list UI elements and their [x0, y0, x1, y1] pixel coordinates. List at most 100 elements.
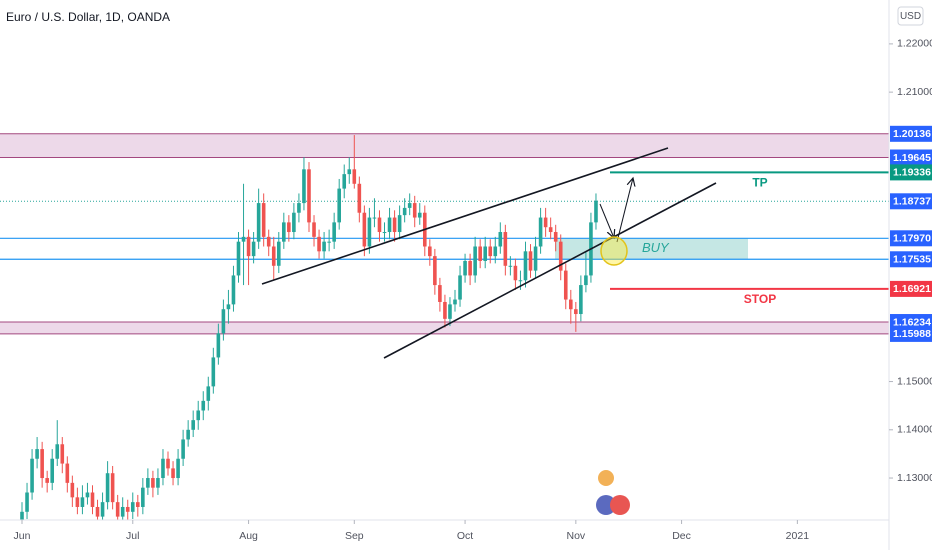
candle-body: [498, 232, 503, 247]
candle-body: [70, 482, 75, 498]
zone: [0, 322, 889, 334]
candle-body: [266, 236, 271, 247]
candle-body: [548, 227, 553, 233]
price-tag-label: 1.20136: [893, 128, 931, 140]
x-tick-label: Jul: [126, 530, 139, 542]
price-tag: [890, 325, 932, 342]
candle-body: [151, 478, 155, 488]
candle-body: [377, 217, 382, 233]
candle-body: [105, 473, 110, 503]
candle-body: [337, 188, 341, 223]
y-tick-label: 1.15000: [897, 375, 932, 387]
candle-body: [468, 260, 472, 276]
y-tick-label: 1.13000: [897, 472, 932, 484]
candle-body: [246, 236, 251, 257]
candles: [20, 135, 598, 520]
candle-body: [327, 241, 331, 243]
candle-body: [25, 492, 29, 512]
target-label: STOP: [744, 292, 776, 306]
price-tag-label: 1.16921: [893, 283, 931, 295]
candle-body: [322, 241, 326, 252]
highlight-circle: [600, 236, 628, 266]
currency-label[interactable]: USD: [900, 11, 921, 22]
candle-body: [312, 222, 316, 237]
candle-body: [186, 429, 190, 440]
price-tag-label: 1.19336: [893, 167, 931, 179]
candle-body: [473, 246, 477, 276]
candle-body: [352, 169, 357, 184]
candle-body: [342, 174, 347, 189]
candle-body: [292, 212, 296, 233]
candle-body: [171, 468, 175, 479]
price-tag-label: 1.17535: [893, 254, 931, 266]
candle-body: [236, 241, 241, 276]
candle-body: [453, 299, 457, 305]
candle-body: [241, 236, 246, 242]
candle-body: [402, 207, 407, 216]
x-tick-label: Aug: [239, 530, 258, 542]
candle-body: [407, 203, 412, 208]
price-tag: [890, 251, 932, 268]
x-tick-label: 2021: [786, 530, 810, 542]
candle-body: [533, 246, 538, 271]
candle-body: [176, 458, 180, 479]
candle-body: [271, 246, 276, 266]
candle-body: [30, 458, 34, 493]
candle-body: [146, 478, 150, 488]
x-tick-label: Oct: [457, 530, 473, 542]
candle-body: [297, 203, 301, 213]
candle-body: [584, 275, 588, 286]
x-tick-label: Sep: [345, 530, 364, 542]
candle-body: [518, 280, 523, 282]
candle-body: [367, 217, 372, 247]
candle-body: [226, 304, 231, 310]
candle-body: [503, 232, 508, 266]
candle-body: [161, 458, 165, 479]
candle-body: [156, 478, 160, 488]
candle-body: [528, 251, 533, 271]
candle-body: [574, 309, 578, 315]
candle-body: [287, 222, 291, 233]
candle-body: [508, 265, 513, 267]
price-tag-label: 1.18737: [893, 196, 931, 208]
candle-body: [110, 473, 115, 503]
candle-body: [90, 492, 95, 507]
candle-body: [256, 203, 261, 242]
drawings-back: [0, 133, 889, 335]
x-tick-label: Dec: [672, 530, 691, 542]
candle-body: [251, 241, 256, 257]
trend-line: [383, 182, 717, 359]
price-tag: [890, 164, 932, 181]
y-tick-label: 1.21000: [897, 86, 932, 98]
candle-body: [417, 212, 422, 218]
candle-body: [458, 275, 462, 300]
candle-body: [493, 246, 498, 257]
candle-body: [191, 420, 195, 430]
candle-body: [75, 497, 80, 507]
candle-body: [332, 222, 336, 242]
candle-body: [35, 449, 39, 459]
price-tag: [890, 125, 932, 142]
candle-body: [196, 410, 201, 421]
zone: [0, 133, 889, 158]
candle-body: [216, 333, 221, 358]
y-tick-label: 1.14000: [897, 424, 932, 436]
price-tag: [890, 149, 932, 166]
candle-body: [100, 502, 105, 517]
candle-body: [594, 200, 598, 223]
candle-body: [45, 478, 49, 483]
candle-body: [65, 463, 70, 483]
candle-body: [568, 299, 573, 310]
candle-body: [261, 203, 266, 237]
candle-body: [115, 502, 120, 517]
candle-body: [347, 169, 352, 175]
price-tag-label: 1.19645: [893, 152, 931, 164]
candle-body: [483, 246, 488, 261]
candle-body: [201, 400, 206, 411]
candle-body: [40, 449, 44, 479]
candle-body: [579, 285, 583, 315]
candle-body: [55, 444, 60, 459]
currency-button[interactable]: [897, 6, 924, 26]
watermark-logo: [596, 470, 630, 515]
